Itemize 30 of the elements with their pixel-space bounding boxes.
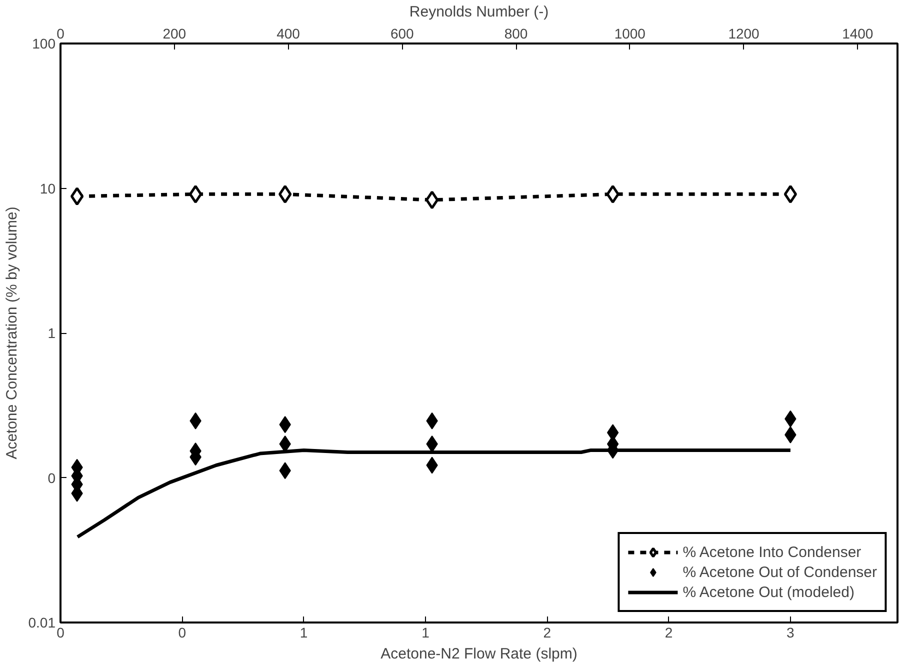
legend-label: % Acetone Out (modeled)	[682, 584, 854, 600]
point	[425, 190, 439, 210]
point	[188, 184, 202, 204]
point	[70, 187, 84, 206]
x-axis-title: Acetone-N2 Flow Rate (slpm)	[380, 646, 578, 662]
point	[606, 184, 620, 204]
x-tick-label: 1	[422, 624, 430, 640]
y-tick-label: 0.01	[28, 614, 56, 630]
y-tick-label: 100	[32, 36, 56, 52]
point	[278, 184, 292, 204]
x-tick-label: 2	[664, 624, 673, 640]
y-axis-title: Acetone Concentration (% by volume)	[3, 206, 20, 460]
x2-tick-label: 1200	[728, 26, 760, 42]
legend-label: % Acetone Out of Condenser	[682, 564, 877, 580]
legend-label: % Acetone Into Condenser	[682, 544, 862, 560]
x2-axis-title: Reynolds Number (-)	[409, 4, 549, 20]
x-tick-label: 1	[300, 624, 308, 640]
x-tick-label: 0	[178, 624, 186, 640]
y-tick-label: 10	[40, 180, 56, 196]
x-tick-label: 2	[543, 624, 552, 640]
y-tick-label: 1	[48, 325, 56, 341]
x2-tick-label: 1400	[842, 26, 874, 42]
x2-tick-label: 1000	[614, 26, 646, 42]
x2-tick-label: 200	[162, 26, 186, 42]
x-tick-label: 3	[786, 624, 795, 640]
x2-tick-label: 600	[390, 26, 414, 42]
point	[784, 184, 798, 204]
y-tick-label: 0	[48, 470, 56, 486]
x2-tick-label: 800	[504, 26, 528, 42]
x2-tick-label: 400	[276, 26, 300, 42]
